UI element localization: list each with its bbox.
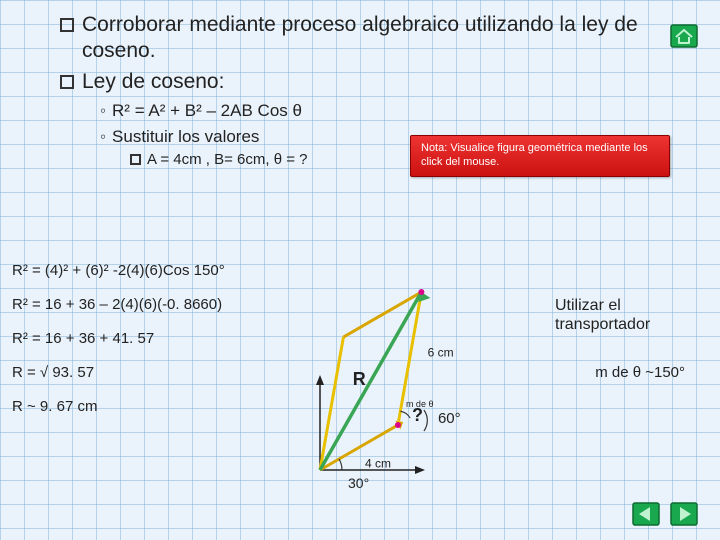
checkbox-icon [60, 75, 74, 89]
m-theta-text: m de θ ~150° [595, 364, 685, 381]
checkbox-icon [130, 154, 141, 165]
svg-text:6 cm: 6 cm [428, 346, 454, 360]
note-text: Nota: Visualice figura geométrica median… [421, 142, 648, 168]
calc-line-4: R = √ 93. 57 [12, 364, 94, 381]
bullet-1: Corroborar mediante proceso algebraico u… [60, 12, 660, 65]
formula-text: R² = A² + B² – 2AB Cos θ [112, 101, 302, 120]
svg-text:30°: 30° [348, 475, 369, 491]
substitute-text: Sustituir los valores [112, 127, 259, 146]
heading-line-1: Corroborar mediante proceso algebraico u… [82, 12, 660, 65]
note-box: Nota: Visualice figura geométrica median… [410, 135, 670, 177]
prev-button[interactable] [632, 502, 660, 526]
svg-text:60°: 60° [438, 410, 461, 427]
heading-line-2: Ley de coseno: [82, 69, 224, 95]
calc-line-5: R ~ 9. 67 cm [12, 398, 97, 415]
formula-line: ◦R² = A² + B² – 2AB Cos θ [100, 101, 660, 121]
checkbox-icon [60, 18, 74, 32]
calc-line-3: R² = 16 + 36 + 41. 57 [12, 330, 154, 347]
values-text: A = 4cm , B= 6cm, θ = ? [147, 151, 308, 168]
svg-text:?: ? [412, 405, 423, 425]
calc-line-1: R² = (4)² + (6)² -2(4)(6)Cos 150° [12, 262, 225, 279]
next-button[interactable] [670, 502, 698, 526]
geometry-diagram[interactable]: Rm de θ?60°30°6 cm4 cm [280, 220, 600, 520]
home-button[interactable] [670, 24, 698, 48]
calc-line-2: R² = 16 + 36 – 2(4)(6)(-0. 8660) [12, 296, 222, 313]
svg-text:R: R [353, 369, 366, 389]
bullet-2: Ley de coseno: [60, 69, 660, 95]
svg-text:4 cm: 4 cm [365, 457, 391, 471]
